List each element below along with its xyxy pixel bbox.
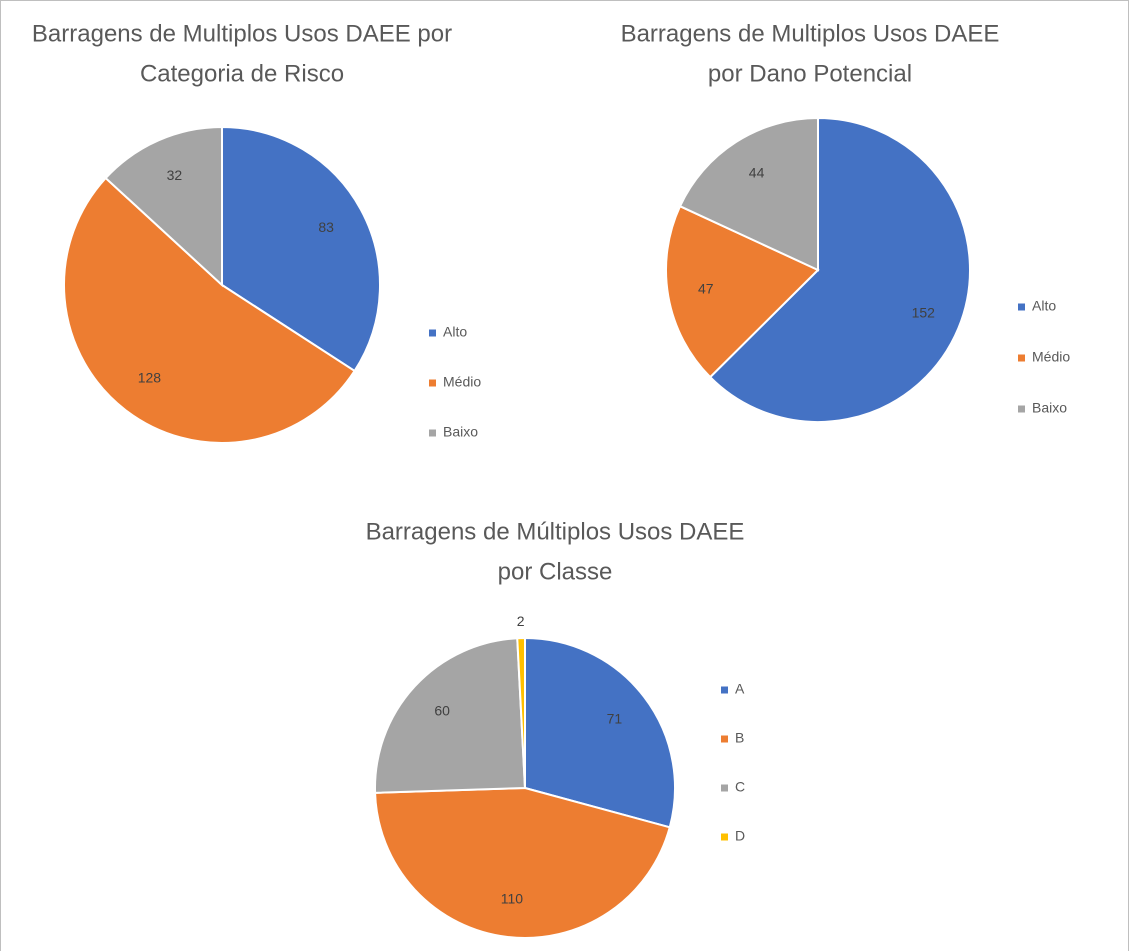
pie-slice — [708, 116, 971, 423]
legend-swatch — [429, 329, 436, 337]
chart-title: Categoria de Risco — [140, 60, 344, 87]
chart-title: Barragens de Multiplos Usos DAEE — [621, 20, 1000, 47]
data-label: 60 — [434, 703, 450, 719]
pie-slice — [524, 636, 676, 829]
legend-label: Baixo — [1032, 400, 1067, 416]
legend-label: Alto — [1032, 298, 1056, 314]
legend-label: A — [735, 681, 745, 697]
data-label: 32 — [167, 167, 183, 183]
legend-swatch — [429, 429, 436, 437]
data-label: 47 — [698, 280, 714, 296]
legend-swatch — [721, 784, 728, 792]
legend-label: Baixo — [443, 424, 478, 440]
data-label: 2 — [517, 613, 525, 629]
chart-title: Barragens de Múltiplos Usos DAEE — [366, 518, 745, 545]
pie-slice — [516, 636, 526, 789]
legend-swatch — [721, 833, 728, 841]
pie-slice — [374, 786, 671, 939]
pie-slice — [678, 116, 819, 272]
legend-label: Médio — [1032, 349, 1070, 365]
legend-label: D — [735, 828, 745, 844]
data-label: 71 — [607, 710, 623, 726]
data-label: 110 — [501, 890, 524, 906]
legend-label: C — [735, 779, 745, 795]
pie-slice — [104, 125, 223, 288]
legend-swatch — [1018, 354, 1025, 362]
pie-slice — [63, 176, 356, 444]
legend-swatch — [721, 735, 728, 743]
data-label: 128 — [138, 369, 162, 385]
data-label: 83 — [318, 219, 334, 235]
legend-label: Médio — [443, 374, 481, 390]
legend-swatch — [721, 686, 728, 694]
legend-label: Alto — [443, 324, 467, 340]
legend-swatch — [1018, 405, 1025, 413]
chart-title: Barragens de Multiplos Usos DAEE por — [32, 20, 452, 47]
data-label: 44 — [749, 165, 765, 181]
legend-swatch — [1018, 303, 1025, 311]
legend-swatch — [429, 379, 436, 387]
pie-slice — [374, 637, 527, 794]
chart-title: por Classe — [498, 558, 613, 585]
pie-slice — [665, 204, 820, 379]
data-label: 152 — [912, 304, 936, 320]
chart-title: por Dano Potencial — [708, 60, 912, 87]
legend-label: B — [735, 730, 744, 746]
